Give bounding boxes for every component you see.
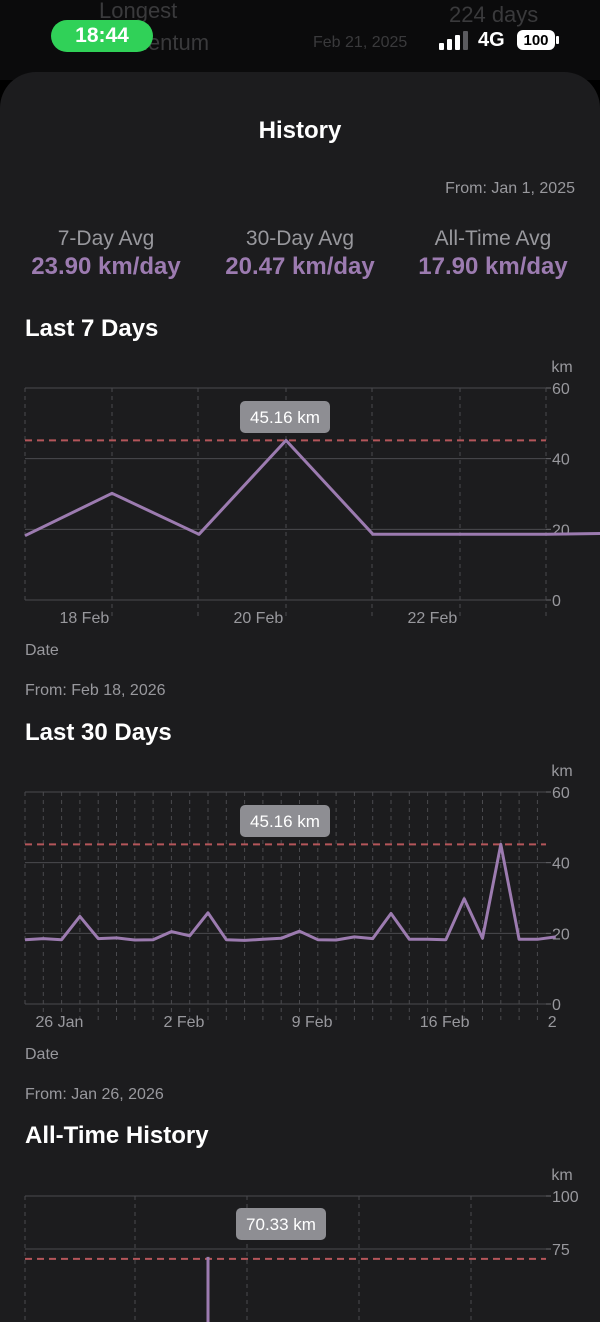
peak-value-badge <box>240 401 330 433</box>
y-tick-label: 60 <box>552 381 570 398</box>
section-title-last7: Last 7 Days <box>25 315 159 342</box>
y-tick-label: 0 <box>552 997 561 1014</box>
battery-nub <box>556 36 559 44</box>
sheet-title: History <box>258 117 342 144</box>
x-tick-label: 9 Feb <box>292 1014 333 1031</box>
x-tick-label: 20 Feb <box>233 610 283 627</box>
battery-icon: 100 <box>517 30 555 50</box>
distance-series-line <box>24 438 600 538</box>
y-tick-label: 40 <box>552 452 570 469</box>
y-tick-label: 60 <box>552 785 570 802</box>
chart-last7[interactable]: km 0 20 40 60 18 Feb 20 Feb 22 Feb 45.16 km <box>0 352 600 632</box>
x-tick-label: 2 <box>548 1014 557 1031</box>
peak-value-badge <box>236 1208 326 1240</box>
x-axis-title-last7: Date <box>25 642 59 659</box>
avg-7day-value: 23.90 km/day <box>31 253 181 280</box>
bg-date-value: Feb 21, 2025 <box>313 34 408 51</box>
y-unit-label: km <box>551 359 572 376</box>
y-unit-label: km <box>551 763 572 780</box>
y-tick-label: 20 <box>552 926 570 943</box>
peak-value-badge-label: 45.16 km <box>250 408 320 427</box>
from-last30: From: Jan 26, 2026 <box>25 1086 164 1103</box>
history-sheet: History From: Jan 1, 2025 7-Day Avg 23.9… <box>0 72 600 1322</box>
y-tick-label: 40 <box>552 856 570 873</box>
x-axis-title-last30: Date <box>25 1046 59 1063</box>
battery-level: 100 <box>523 31 549 49</box>
y-tick-label: 100 <box>552 1189 579 1206</box>
x-tick-label: 18 Feb <box>59 610 109 627</box>
distance-series-line <box>24 842 556 942</box>
peak-value-badge-label: 70.33 km <box>246 1215 316 1234</box>
status-time[interactable]: 18:44 <box>51 20 153 52</box>
avg-30day: 30-Day Avg 20.47 km/day <box>200 227 400 281</box>
avg-alltime-value: 17.90 km/day <box>418 253 568 280</box>
from-last7: From: Feb 18, 2026 <box>25 682 166 699</box>
avg-7day-label: 7-Day Avg <box>57 227 155 250</box>
peak-value-badge-label: 45.16 km <box>250 812 320 831</box>
chart-last30[interactable]: km 0 20 40 60 26 Jan 2 Feb 9 Feb 16 Feb 2 45.16 km <box>0 756 600 1036</box>
y-tick-label: 75 <box>552 1242 570 1259</box>
status-bar: 18:44 4G 100 <box>0 0 600 80</box>
y-unit-label: km <box>551 1167 572 1184</box>
avg-30day-value: 20.47 km/day <box>225 253 375 280</box>
y-tick-label: 20 <box>552 522 570 539</box>
section-title-last30: Last 30 Days <box>25 719 172 746</box>
avg-alltime: All-Time Avg 17.90 km/day <box>393 227 593 281</box>
x-tick-label: 22 Feb <box>407 610 457 627</box>
x-tick-label: 26 Jan <box>35 1014 83 1031</box>
avg-alltime-label: All-Time Avg <box>434 227 552 250</box>
section-title-alltime: All-Time History <box>25 1122 209 1149</box>
avg-7day: 7-Day Avg 23.90 km/day <box>6 227 206 281</box>
x-tick-label: 16 Feb <box>420 1014 470 1031</box>
peak-value-badge <box>240 805 330 837</box>
signal-icon <box>439 31 468 50</box>
x-tick-label: 2 Feb <box>164 1014 205 1031</box>
network-type: 4G <box>478 29 505 51</box>
avg-30day-label: 30-Day Avg <box>245 227 355 250</box>
bg-longest-label: Longest <box>99 0 178 23</box>
y-tick-label: 0 <box>552 593 561 610</box>
from-overall: From: Jan 1, 2025 <box>445 180 575 197</box>
bg-days-value: 224 days <box>449 2 539 27</box>
